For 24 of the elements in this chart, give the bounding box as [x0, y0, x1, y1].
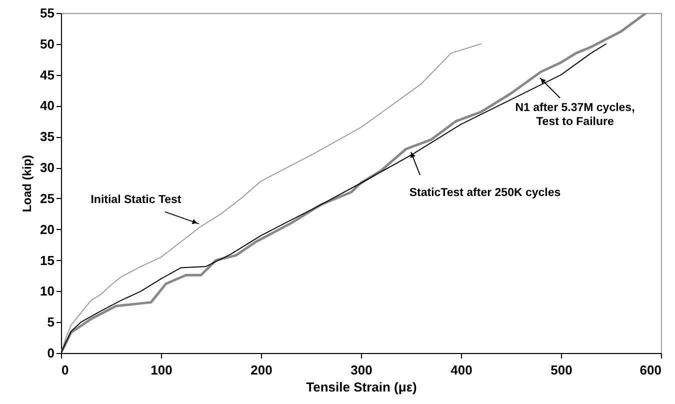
y-tick-label: 40: [40, 98, 54, 114]
annotation: N1 after 5.37M cycles, Test to Failure: [515, 102, 635, 128]
annotation: StaticTest after 250K cycles: [409, 187, 561, 200]
x-tick-label: 400: [450, 362, 472, 378]
y-tick-label: 55: [40, 6, 54, 20]
y-tick-label: 15: [40, 252, 54, 268]
y-tick-label: 25: [40, 190, 54, 206]
y-tick-label: 45: [40, 67, 54, 82]
y-tick-label: 35: [40, 129, 54, 144]
x-axis-title: Tensile Strain (με): [306, 380, 417, 394]
y-tick-label: 30: [40, 160, 54, 176]
y-axis-title: Load (kip): [20, 154, 34, 212]
y-tick-label: 5: [47, 314, 54, 330]
annotation: Initial Static Test: [90, 194, 182, 206]
x-tick-label: 0: [62, 362, 69, 378]
y-tick-label: 0: [47, 346, 54, 360]
x-tick-label: 600: [640, 362, 662, 378]
x-tick-label: 100: [150, 362, 172, 378]
x-tick-label: 500: [550, 362, 572, 378]
y-tick-label: 10: [40, 284, 54, 299]
x-tick-label: 200: [250, 362, 272, 378]
y-tick-label: 20: [40, 222, 54, 237]
y-tick-label: 50: [40, 36, 54, 52]
x-tick-label: 300: [350, 362, 372, 378]
